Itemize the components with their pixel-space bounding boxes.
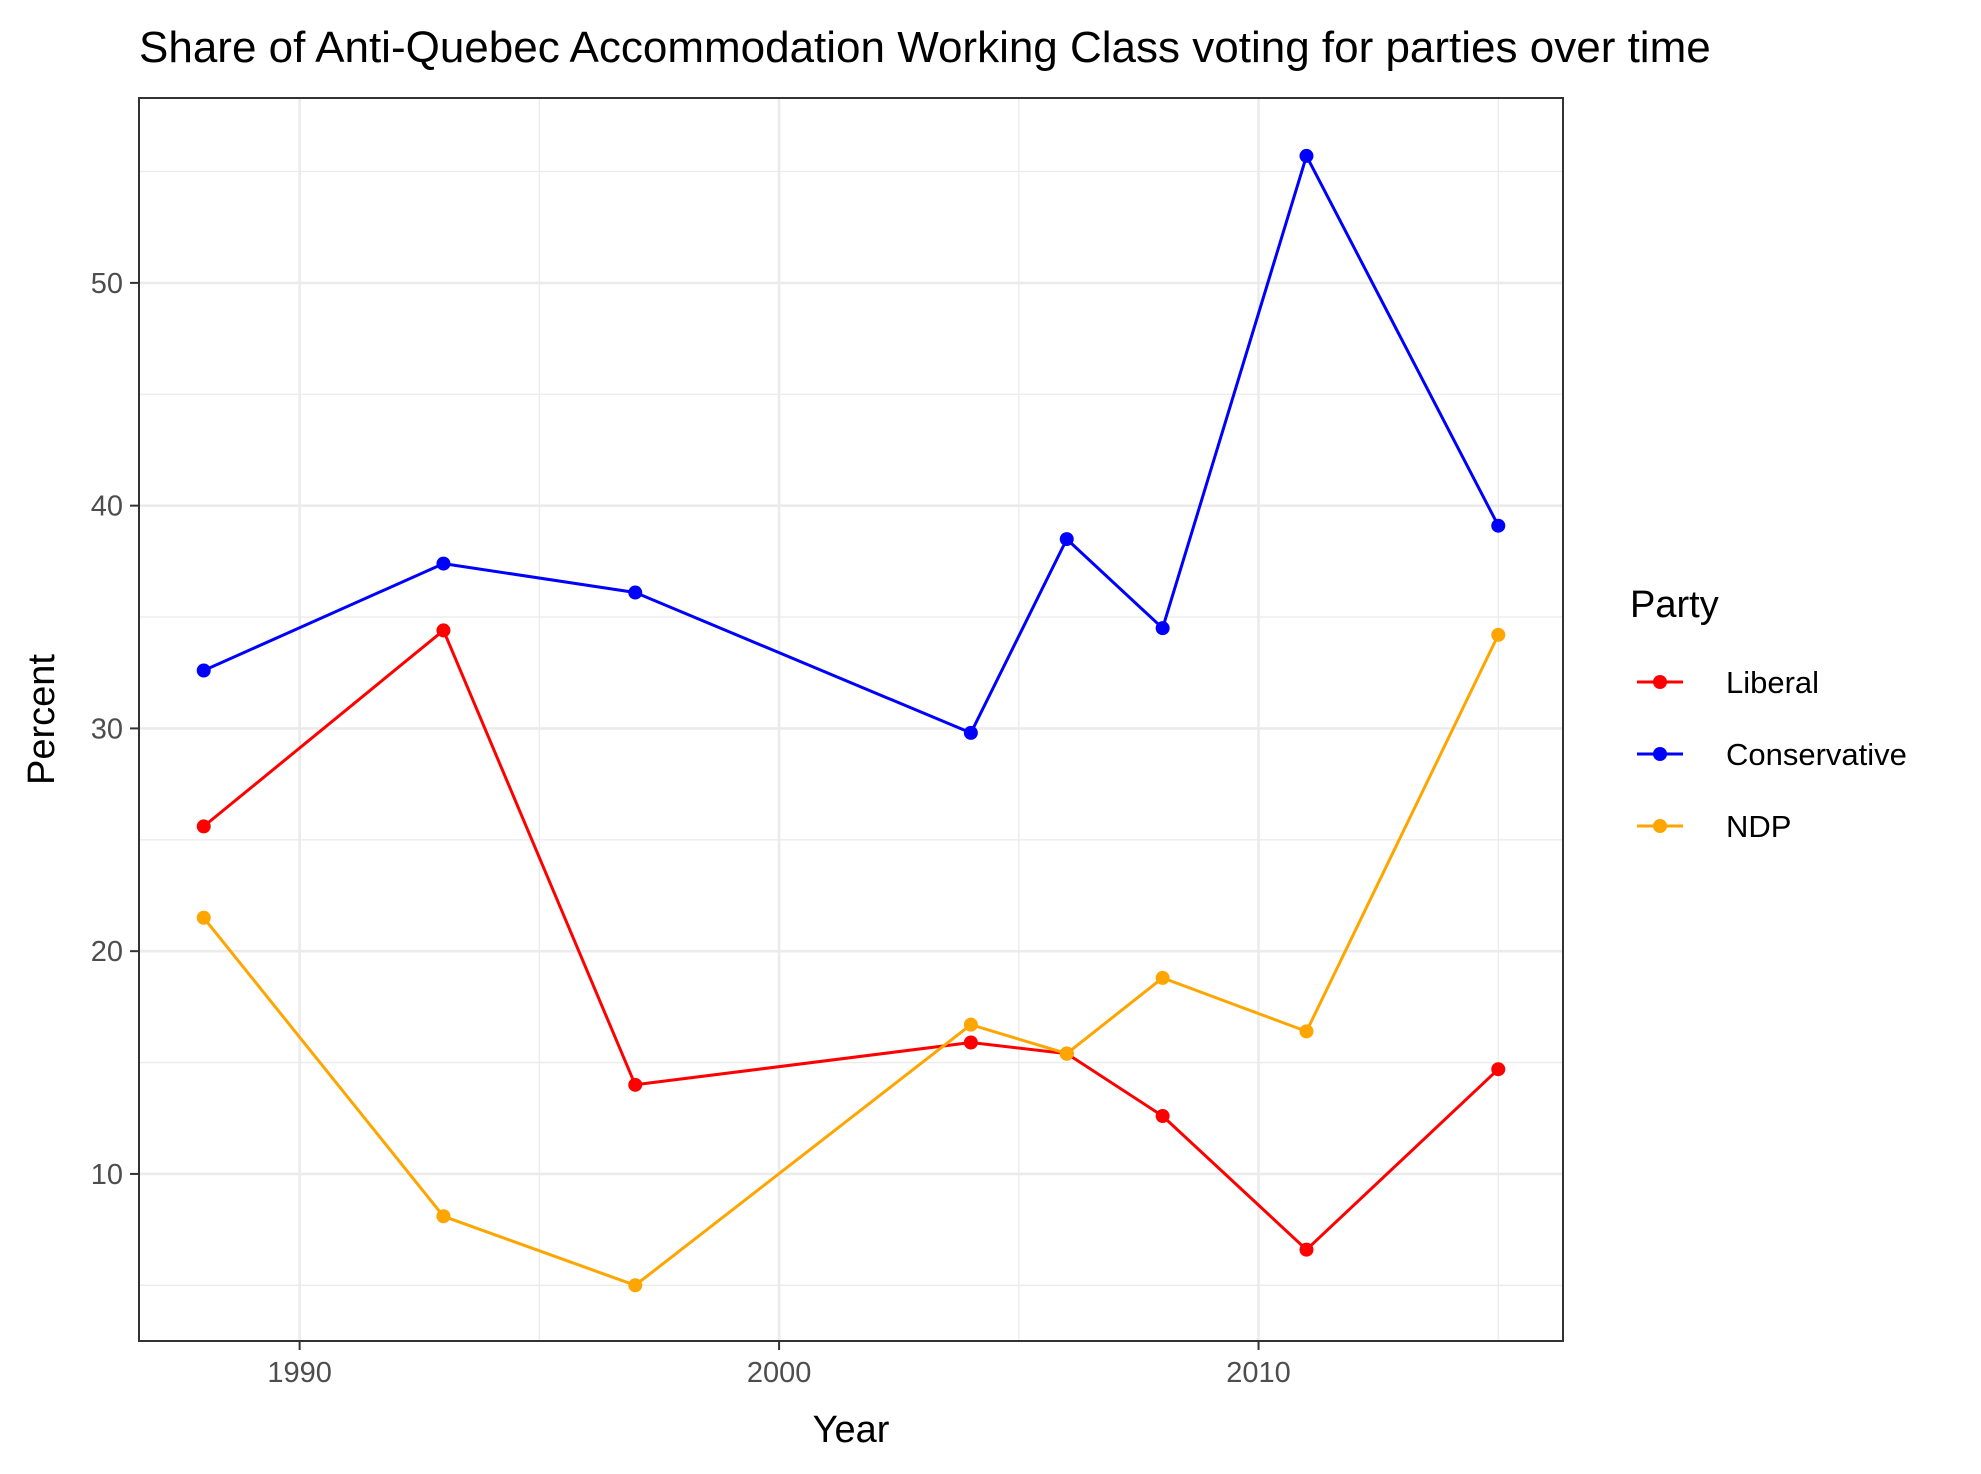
data-point-conservative [963,725,978,740]
legend-title: Party [1630,584,1719,626]
legend-key-point-liberal [1653,675,1667,689]
x-tick-label: 2000 [747,1357,812,1389]
legend: Party Liberal Conservative NDP [1630,584,1907,844]
x-tick-label: 2010 [1226,1357,1291,1389]
data-point-ndp [1155,970,1170,985]
legend-key-point-conservative [1653,747,1667,761]
legend-label-conservative: Conservative [1726,737,1907,772]
chart-title: Share of Anti-Quebec Accommodation Worki… [139,23,1711,72]
data-point-ndp [628,1278,643,1293]
y-tick-label: 40 [91,491,123,523]
data-point-conservative [1491,518,1506,533]
data-point-liberal [628,1077,643,1092]
series-line-conservative [203,154,1500,735]
plot-panel-border [138,97,1564,1342]
data-point-conservative [196,663,211,678]
grid [139,98,1563,1341]
data-point-conservative [628,585,643,600]
y-tick-label: 30 [91,713,123,745]
legend-label-ndp: NDP [1726,809,1791,844]
data-point-conservative [1059,532,1074,547]
x-tick-label: 1990 [267,1357,332,1389]
y-axis-title: Percent [21,654,63,785]
data-point-conservative [436,556,451,571]
data-point-ndp [1299,1024,1314,1039]
data-point-liberal [963,1035,978,1050]
legend-key-point-ndp [1653,819,1667,833]
x-axis-title: Year [813,1409,890,1451]
series-layer [196,148,1506,1293]
data-point-liberal [1299,1242,1314,1257]
y-tick-label: 10 [91,1159,123,1191]
y-tick-label: 20 [91,936,123,968]
data-point-liberal [1155,1109,1170,1124]
series-line-liberal [202,628,1500,1252]
data-point-ndp [196,910,211,925]
y-tick-label: 50 [91,268,123,300]
data-point-conservative [1155,621,1170,636]
data-point-liberal [1491,1062,1506,1077]
data-point-ndp [1059,1046,1074,1061]
data-point-conservative [1299,148,1314,163]
data-point-ndp [963,1017,978,1032]
data-point-liberal [436,623,451,638]
data-point-liberal [196,819,211,834]
legend-label-liberal: Liberal [1726,665,1819,700]
data-point-ndp [1491,627,1506,642]
series-line-ndp [202,634,1500,1287]
data-point-ndp [436,1209,451,1224]
